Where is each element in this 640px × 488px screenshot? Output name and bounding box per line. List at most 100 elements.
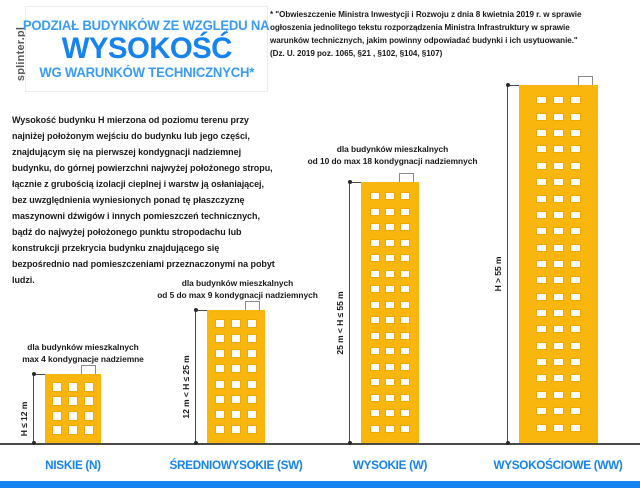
window xyxy=(400,409,410,418)
building-floor xyxy=(519,292,598,301)
window xyxy=(553,407,564,416)
building-floor xyxy=(361,300,419,309)
window xyxy=(231,424,241,434)
window xyxy=(247,349,257,359)
window xyxy=(370,300,380,309)
window xyxy=(370,347,380,356)
window xyxy=(536,358,547,367)
window xyxy=(570,129,581,138)
window xyxy=(553,358,564,367)
building-floor xyxy=(361,238,419,247)
window xyxy=(536,341,547,350)
window xyxy=(231,349,241,359)
window xyxy=(84,425,94,436)
window xyxy=(385,424,395,433)
building-w xyxy=(361,182,419,443)
window xyxy=(231,319,241,329)
window xyxy=(400,331,410,340)
window xyxy=(553,243,564,252)
window xyxy=(400,347,410,356)
window xyxy=(553,292,564,301)
footnote-line-2: ogłoszenia jednolitego tekstu rozporządz… xyxy=(270,23,570,33)
window xyxy=(553,259,564,268)
window xyxy=(385,238,395,247)
height-label-ww: H > 55 m xyxy=(493,256,503,292)
window xyxy=(553,145,564,154)
window xyxy=(52,381,62,392)
window xyxy=(570,358,581,367)
window xyxy=(553,129,564,138)
window xyxy=(400,316,410,325)
building-floor xyxy=(519,325,598,334)
window xyxy=(536,112,547,121)
building-floor xyxy=(519,309,598,318)
window xyxy=(570,341,581,350)
window xyxy=(385,285,395,294)
dimension-tick-top xyxy=(195,310,207,312)
window xyxy=(536,145,547,154)
roof-box-icon xyxy=(399,173,414,183)
footnote-line-3: warunków technicznych, jakim powinny odp… xyxy=(270,36,578,46)
window xyxy=(570,390,581,399)
window xyxy=(215,424,225,434)
window xyxy=(553,227,564,236)
building-floor xyxy=(519,178,598,187)
caption-line-2: od 10 do max 18 kondygnacji nadziemnych xyxy=(307,156,478,167)
window xyxy=(385,254,395,263)
building-floor xyxy=(519,194,598,203)
window xyxy=(370,424,380,433)
window xyxy=(536,292,547,301)
building-floor xyxy=(519,423,598,432)
window xyxy=(68,425,78,436)
window xyxy=(215,379,225,389)
window xyxy=(553,96,564,105)
height-label-sw: 12 m < H ≤ 25 m xyxy=(181,354,191,419)
window xyxy=(570,374,581,383)
window xyxy=(385,393,395,402)
building-floor xyxy=(361,424,419,433)
window xyxy=(536,96,547,105)
window xyxy=(570,178,581,187)
category-label-sw: ŚREDNIOWYSOKIE (SW) xyxy=(169,458,303,472)
window xyxy=(215,319,225,329)
window xyxy=(570,194,581,203)
window xyxy=(231,334,241,344)
dimension-dot-bottom xyxy=(193,441,198,445)
window xyxy=(68,381,78,392)
window xyxy=(370,269,380,278)
building-floor xyxy=(45,396,101,407)
window xyxy=(400,300,410,309)
window xyxy=(553,390,564,399)
caption-line-1: dla budynków mieszkalnych xyxy=(336,144,449,154)
page-title: PODZIAŁ BUDYNKÓW ZE WZGLĘDU NA WYSOKOŚĆ … xyxy=(23,6,270,92)
window xyxy=(570,210,581,219)
window xyxy=(536,227,547,236)
category-label-ww: WYSOKOŚCIOWE (WW) xyxy=(493,458,623,472)
dimension-tick-top xyxy=(33,374,45,376)
roof-box-icon xyxy=(578,76,593,86)
building-floor xyxy=(361,285,419,294)
window xyxy=(400,424,410,433)
footnote-line-4: (Dz. U. 2019 poz. 1065, §21 , §102, §104… xyxy=(270,49,443,59)
window xyxy=(215,349,225,359)
window xyxy=(553,210,564,219)
window xyxy=(553,112,564,121)
window xyxy=(536,129,547,138)
window xyxy=(536,423,547,432)
caption-line-2: max 4 kondygnacje nadziemne xyxy=(22,354,144,365)
window xyxy=(536,259,547,268)
roof-box-icon xyxy=(245,301,260,311)
building-floor xyxy=(45,381,101,392)
window xyxy=(570,325,581,334)
height-label-w: 25 m < H ≤ 55 m xyxy=(335,290,345,355)
window xyxy=(370,393,380,402)
building-floor xyxy=(361,393,419,402)
caption-line-1: dla budynków mieszkalnych xyxy=(27,342,139,352)
building-floor xyxy=(519,390,598,399)
window xyxy=(536,374,547,383)
dimension-dot-bottom xyxy=(31,441,36,445)
building-caption-n: dla budynków mieszkalnych max 4 kondygnac… xyxy=(8,341,158,365)
window xyxy=(385,192,395,201)
window xyxy=(400,238,410,247)
window xyxy=(570,96,581,105)
